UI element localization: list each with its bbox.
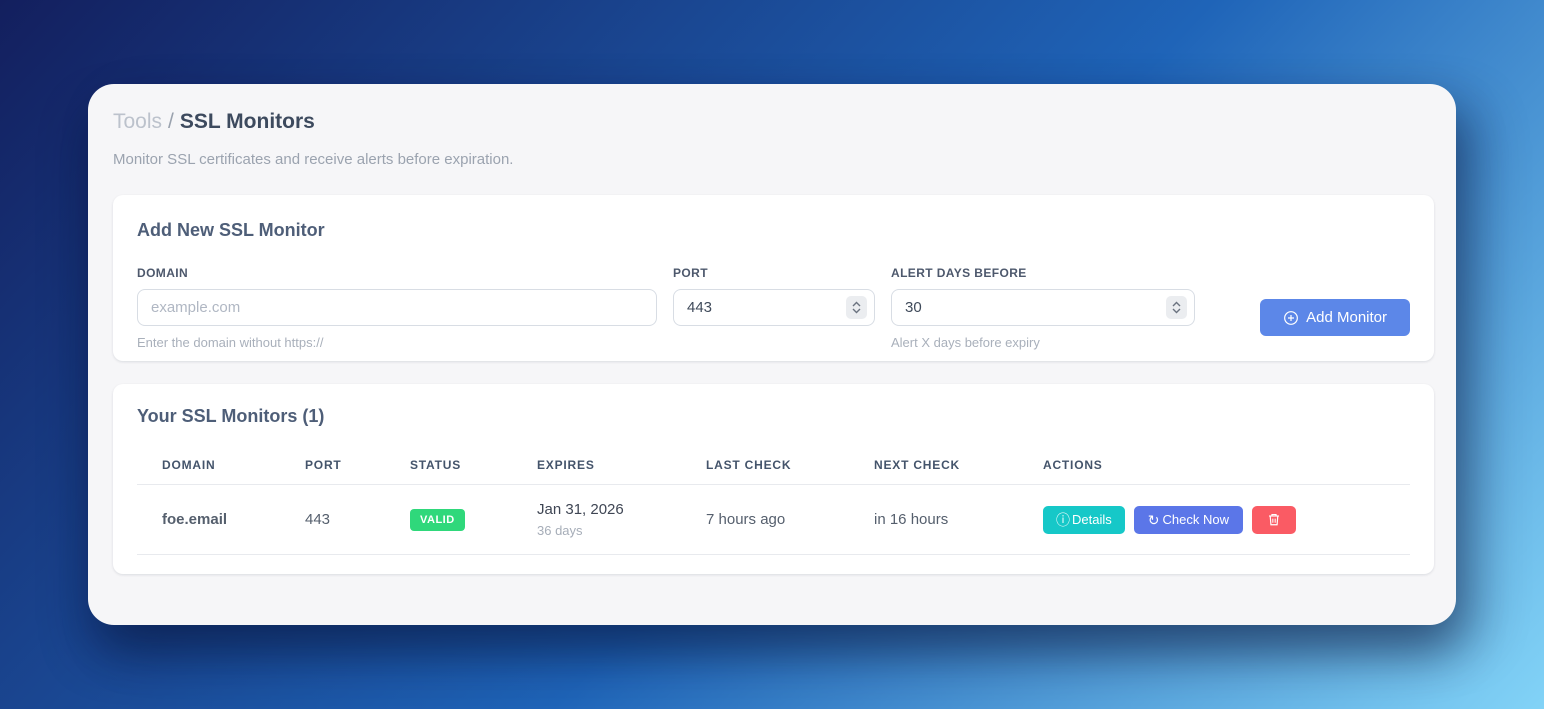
add-monitor-button[interactable]: Add Monitor <box>1260 299 1410 336</box>
monitors-panel: Your SSL Monitors (1) DOMAIN PORT STATUS… <box>113 384 1434 574</box>
alert-days-field-group: ALERT DAYS BEFORE Alert X days before ex… <box>891 266 1195 350</box>
cell-status: VALID <box>410 484 537 555</box>
expires-date: Jan 31, 2026 <box>537 501 624 518</box>
delete-button[interactable] <box>1251 505 1296 534</box>
header-domain: DOMAIN <box>137 450 305 485</box>
table-header-row: DOMAIN PORT STATUS EXPIRES LAST CHECK NE… <box>137 450 1410 485</box>
chevron-down-icon <box>1172 308 1181 314</box>
cell-next-check: in 16 hours <box>874 484 1043 555</box>
header-actions: ACTIONS <box>1043 450 1410 485</box>
add-monitor-button-label: Add Monitor <box>1306 309 1387 326</box>
alert-days-input[interactable] <box>891 289 1195 326</box>
details-button-label: Details <box>1072 512 1112 527</box>
alert-days-label: ALERT DAYS BEFORE <box>891 266 1027 280</box>
cell-actions: ⓘ Details ↻ Check Now <box>1043 484 1410 555</box>
breadcrumb-separator: / <box>168 110 174 133</box>
breadcrumb-tools-link[interactable]: Tools <box>113 110 163 133</box>
cell-last-check: 7 hours ago <box>706 484 874 555</box>
details-button[interactable]: ⓘ Details <box>1043 505 1125 534</box>
port-stepper[interactable] <box>846 296 867 319</box>
chevron-down-icon <box>852 308 861 314</box>
trash-icon <box>1268 513 1279 526</box>
cell-port: 443 <box>305 484 410 555</box>
header-next-check: NEXT CHECK <box>874 450 1043 485</box>
table-row: foe.email 443 VALID Jan 31, 2026 36 days… <box>137 484 1410 555</box>
monitors-table: DOMAIN PORT STATUS EXPIRES LAST CHECK NE… <box>137 450 1410 555</box>
port-input[interactable] <box>673 289 875 326</box>
add-monitor-form: DOMAIN Enter the domain without https://… <box>137 266 1410 350</box>
alert-days-stepper[interactable] <box>1166 296 1187 319</box>
check-now-button-label: Check Now <box>1162 512 1229 527</box>
page-subtitle: Monitor SSL certificates and receive ale… <box>113 151 514 168</box>
info-circle-icon: ⓘ <box>1056 511 1070 528</box>
chevron-up-icon <box>852 301 861 307</box>
cell-expires: Jan 31, 2026 36 days <box>537 484 706 555</box>
add-monitor-title: Add New SSL Monitor <box>137 220 325 240</box>
main-card: Tools / SSL Monitors Monitor SSL certifica… <box>88 84 1456 625</box>
check-now-button[interactable]: ↻ Check Now <box>1133 505 1243 534</box>
port-field-group: PORT <box>673 266 875 326</box>
domain-hint: Enter the domain without https:// <box>137 335 324 350</box>
circle-plus-icon <box>1284 310 1299 325</box>
monitors-title: Your SSL Monitors (1) <box>137 406 325 426</box>
chevron-up-icon <box>1172 301 1181 307</box>
header-last-check: LAST CHECK <box>706 450 874 485</box>
port-label: PORT <box>673 266 708 280</box>
page-title: SSL Monitors <box>179 110 315 133</box>
status-badge: VALID <box>410 508 465 531</box>
add-monitor-panel: Add New SSL Monitor DOMAIN Enter the dom… <box>113 195 1434 361</box>
header-expires: EXPIRES <box>537 450 706 485</box>
breadcrumb: Tools / SSL Monitors <box>113 110 1434 134</box>
header-status: STATUS <box>410 450 537 485</box>
header-port: PORT <box>305 450 410 485</box>
domain-input[interactable] <box>137 289 657 326</box>
domain-label: DOMAIN <box>137 266 189 280</box>
alert-days-hint: Alert X days before expiry <box>891 335 1040 350</box>
cell-domain: foe.email <box>137 484 305 555</box>
domain-field-group: DOMAIN Enter the domain without https:// <box>137 266 657 350</box>
refresh-icon: ↻ <box>1147 511 1160 528</box>
expires-days-remaining: 36 days <box>537 523 583 538</box>
